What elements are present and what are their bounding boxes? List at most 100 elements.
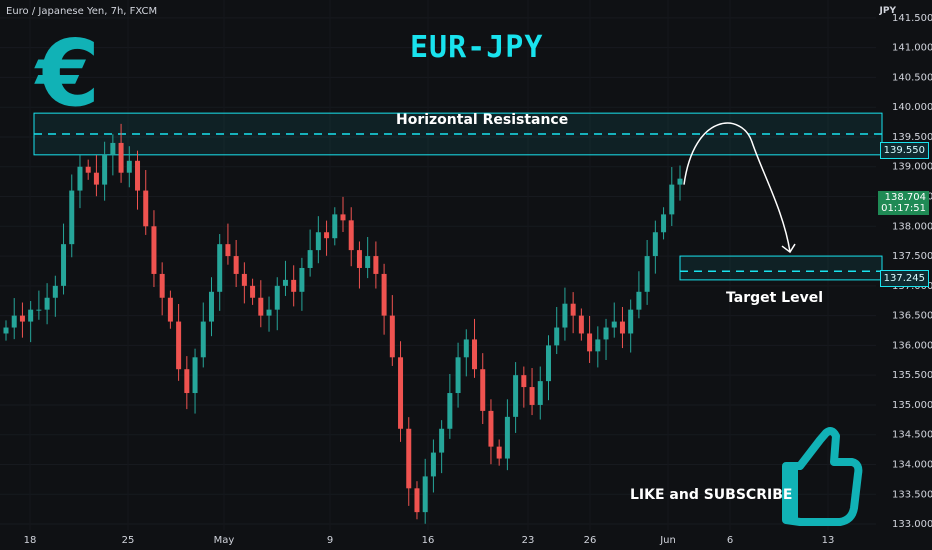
y-tick-label: 133.000 (892, 519, 932, 530)
candle (233, 239, 239, 288)
candle (217, 234, 223, 311)
x-tick-label: 13 (822, 535, 835, 546)
candle (463, 329, 469, 377)
candle (110, 134, 116, 176)
candle (200, 302, 206, 368)
candle (324, 220, 330, 256)
x-tick-label: 26 (584, 535, 597, 546)
candle (159, 262, 165, 316)
projection-arrow (683, 122, 796, 254)
currency-label: JPY (879, 6, 896, 16)
candle (184, 356, 190, 410)
thumbs-up-icon (782, 427, 863, 526)
candle (521, 366, 527, 408)
candle (61, 223, 67, 295)
candle (545, 335, 551, 401)
candle (19, 302, 25, 338)
candle (644, 239, 650, 305)
candle (537, 366, 543, 420)
candle (291, 265, 297, 307)
y-tick-label: 134.500 (892, 430, 932, 441)
candle (603, 318, 609, 360)
x-tick-label: 25 (122, 535, 135, 546)
euro-icon: € (36, 20, 101, 127)
candle (315, 216, 321, 264)
candle (628, 299, 634, 353)
subscribe-callout: LIKE and SUBSCRIBE (630, 487, 793, 503)
time-axis: 18 25 May 9 16 23 26 Jun 6 13 (24, 535, 835, 546)
candle (488, 399, 494, 465)
y-tick-label: 138.000 (892, 221, 932, 232)
candle (282, 260, 288, 296)
candle (77, 155, 83, 209)
candle (587, 315, 593, 363)
candle (93, 155, 99, 197)
x-tick-label: 16 (422, 535, 435, 546)
target-label: Target Level (726, 290, 824, 306)
x-tick-label: 23 (522, 535, 535, 546)
candle (135, 150, 141, 210)
candle (102, 141, 108, 201)
y-tick-label: 135.500 (892, 370, 932, 381)
candle (176, 304, 182, 381)
candle (398, 341, 404, 442)
candle (332, 207, 338, 246)
candle (389, 295, 395, 366)
candle (480, 353, 486, 424)
candle (340, 196, 346, 232)
candle (529, 368, 535, 416)
candle (225, 223, 231, 265)
candle (554, 306, 560, 355)
x-tick-label: 6 (727, 535, 733, 546)
candle (430, 439, 436, 493)
candle (570, 292, 576, 334)
candle (36, 290, 42, 320)
projection-arrowhead (781, 243, 796, 254)
candle (513, 362, 519, 433)
candle (151, 210, 157, 288)
candle (85, 159, 91, 180)
bar-countdown: 01:17:51 (881, 203, 926, 214)
candle (595, 326, 601, 368)
candle (652, 220, 658, 274)
candle (356, 241, 362, 289)
candle (258, 280, 264, 328)
candle (52, 275, 58, 317)
candle (677, 165, 683, 201)
candle (250, 278, 256, 305)
y-tick-label: 136.500 (892, 311, 932, 322)
zones (33, 112, 883, 281)
y-tick-label: 139.500 (892, 132, 932, 143)
candle (439, 420, 445, 474)
candle (504, 399, 510, 471)
candle (126, 146, 132, 188)
y-tick-label: 137.500 (892, 251, 932, 262)
candle (496, 439, 502, 466)
candle (208, 277, 214, 337)
projection-curve (683, 122, 791, 253)
candle (414, 481, 420, 520)
y-tick-label: 141.000 (892, 43, 932, 54)
candle (373, 241, 379, 289)
candle (472, 318, 478, 378)
candle (348, 207, 354, 267)
x-tick-label: 9 (327, 535, 333, 546)
candle (143, 170, 149, 235)
candles (3, 123, 683, 524)
x-tick-label: Jun (659, 535, 676, 546)
y-tick-label: 141.500 (892, 13, 932, 24)
candle (69, 174, 75, 258)
y-tick-label: 135.000 (892, 400, 932, 411)
candle (266, 296, 272, 332)
candle (562, 287, 568, 341)
candle (118, 123, 124, 183)
candle (611, 302, 617, 338)
current-price: 138.704 (884, 192, 926, 203)
target-zone (679, 255, 883, 281)
candle (578, 308, 584, 341)
candle (192, 348, 198, 414)
symbol-label: Euro / Japanese Yen, 7h, FXCM (6, 6, 158, 17)
y-tick-label: 140.500 (892, 72, 932, 83)
candle (381, 263, 387, 335)
